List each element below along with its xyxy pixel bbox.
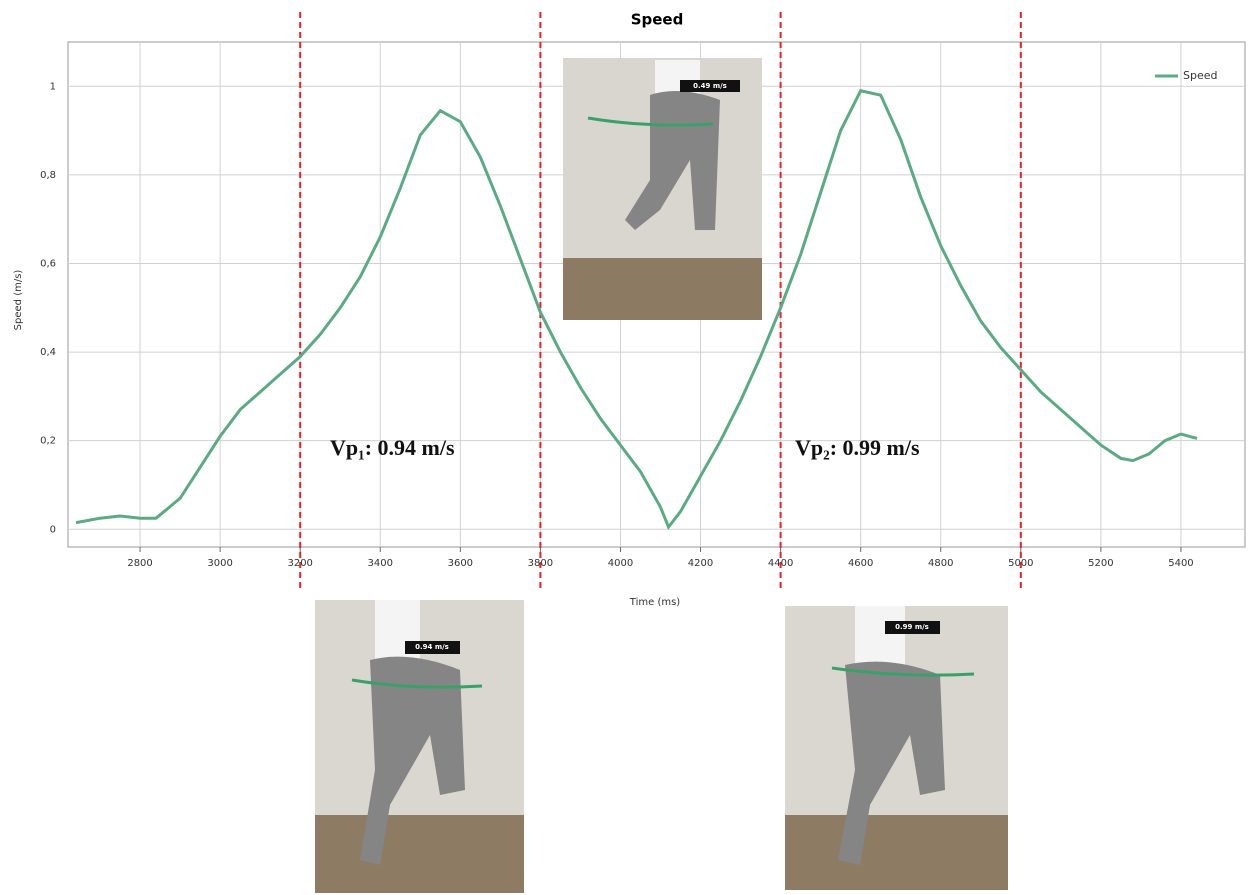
y-tick-label: 0,8 bbox=[40, 170, 56, 181]
legend-label: Speed bbox=[1183, 69, 1217, 82]
y-tick-label: 0,4 bbox=[40, 347, 56, 358]
y-axis-label: Speed (m/s) bbox=[13, 270, 24, 331]
x-tick-label: 3400 bbox=[368, 558, 393, 569]
x-tick-label: 4800 bbox=[928, 558, 953, 569]
photo: 0.94 m/s bbox=[315, 600, 524, 893]
x-tick-label: 2800 bbox=[127, 558, 152, 569]
photo: 0.99 m/s bbox=[785, 606, 1008, 890]
y-tick-label: 0 bbox=[50, 524, 56, 535]
x-tick-label: 5400 bbox=[1168, 558, 1193, 569]
photo: 0.49 m/s bbox=[563, 58, 762, 320]
annotation: Vp₂: 0.99 m/s bbox=[795, 435, 920, 460]
x-tick-label: 4000 bbox=[608, 558, 633, 569]
annotation: Vp₁: 0.94 m/s bbox=[330, 435, 455, 460]
y-tick-label: 0,6 bbox=[40, 258, 56, 269]
chart-title: Speed bbox=[631, 11, 684, 29]
x-axis-label: Time (ms) bbox=[629, 597, 681, 608]
x-tick-label: 3600 bbox=[448, 558, 473, 569]
photo-label: 0.94 m/s bbox=[415, 643, 449, 651]
y-tick-label: 0,2 bbox=[40, 436, 56, 447]
photo-label: 0.49 m/s bbox=[693, 82, 727, 90]
x-tick-label: 4200 bbox=[688, 558, 713, 569]
x-tick-label: 4600 bbox=[848, 558, 873, 569]
x-tick-label: 5200 bbox=[1088, 558, 1113, 569]
chart: Speed Time (ms) Speed (m/s) 0.49 m/s 0.9… bbox=[0, 0, 1250, 895]
y-tick-label: 1 bbox=[50, 81, 56, 92]
photo-label: 0.99 m/s bbox=[895, 623, 929, 631]
x-tick-label: 3000 bbox=[207, 558, 232, 569]
